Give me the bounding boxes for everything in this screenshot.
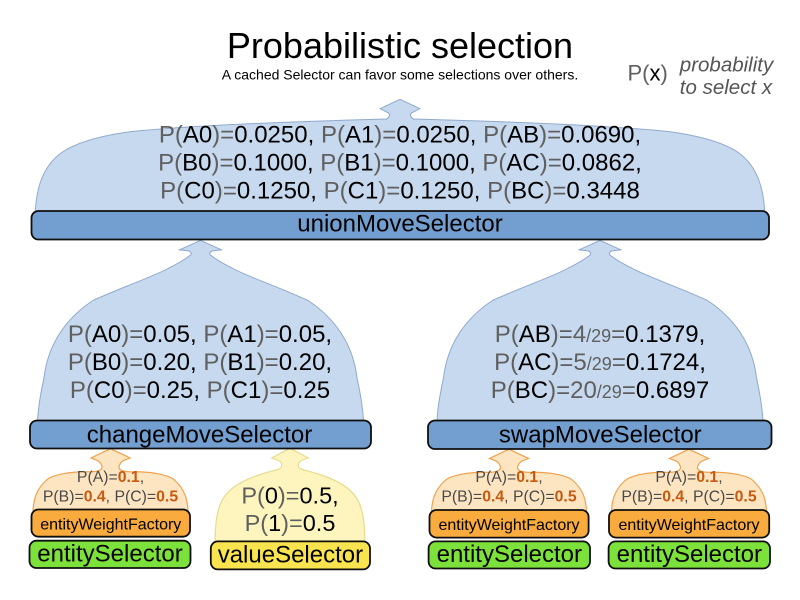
svg-text:P(A0)=0.0250, P(A1)=0.0250, P(: P(A0)=0.0250, P(A1)=0.0250, P(AB)=0.0690…	[159, 121, 641, 148]
svg-text:P(B)=0.4, P(C)=0.5: P(B)=0.4, P(C)=0.5	[43, 489, 178, 506]
svg-text:P(B0)=0.20, P(B1)=0.20,: P(B0)=0.20, P(B1)=0.20,	[68, 349, 332, 376]
svg-text:entitySelector: entitySelector	[37, 540, 182, 567]
svg-text:P(x): P(x)	[628, 60, 668, 85]
svg-text:P(A)=0.1,: P(A)=0.1,	[655, 469, 722, 486]
svg-text:Probabilistic selection: Probabilistic selection	[227, 25, 573, 66]
svg-text:P(A0)=0.05, P(A1)=0.05,: P(A0)=0.05, P(A1)=0.05,	[68, 321, 332, 348]
svg-text:valueSelector: valueSelector	[218, 542, 363, 569]
svg-text:entityWeightFactory: entityWeightFactory	[618, 517, 759, 534]
svg-text:P(B0)=0.1000, P(B1)=0.1000, P(: P(B0)=0.1000, P(B1)=0.1000, P(AC)=0.0862…	[158, 150, 642, 177]
svg-text:swapMoveSelector: swapMoveSelector	[499, 422, 702, 449]
svg-text:entityWeightFactory: entityWeightFactory	[438, 517, 579, 534]
svg-text:unionMoveSelector: unionMoveSelector	[297, 210, 502, 237]
svg-text:to select x: to select x	[680, 76, 773, 99]
svg-text:P(B)=0.4, P(C)=0.5: P(B)=0.4, P(C)=0.5	[441, 489, 576, 506]
svg-text:entitySelector: entitySelector	[617, 541, 762, 568]
svg-text:A cached Selector can favor so: A cached Selector can favor some selecti…	[222, 67, 578, 83]
svg-text:P(C0)=0.1250, P(C1)=0.1250, P(: P(C0)=0.1250, P(C1)=0.1250, P(BC)=0.3448	[160, 178, 640, 205]
svg-text:P(BC)=20/29=0.6897: P(BC)=20/29=0.6897	[491, 377, 710, 404]
svg-text:probability: probability	[679, 53, 775, 76]
svg-text:P(A)=0.1,: P(A)=0.1,	[475, 469, 542, 486]
svg-text:P(AC)=5/29=0.1724,: P(AC)=5/29=0.1724,	[494, 349, 706, 376]
svg-text:P(C0)=0.25, P(C1)=0.25: P(C0)=0.25, P(C1)=0.25	[70, 377, 330, 404]
svg-text:entityWeightFactory: entityWeightFactory	[40, 517, 181, 534]
svg-text:entitySelector: entitySelector	[437, 541, 582, 568]
svg-text:changeMoveSelector: changeMoveSelector	[87, 422, 312, 449]
svg-text:P(1)=0.5: P(1)=0.5	[245, 510, 336, 536]
svg-text:P(B)=0.4, P(C)=0.5: P(B)=0.4, P(C)=0.5	[621, 489, 756, 506]
svg-text:P(AB)=4/29=0.1379,: P(AB)=4/29=0.1379,	[495, 321, 706, 348]
svg-text:P(A)=0.1,: P(A)=0.1,	[77, 469, 144, 486]
svg-text:P(0)=0.5,: P(0)=0.5,	[241, 483, 338, 509]
